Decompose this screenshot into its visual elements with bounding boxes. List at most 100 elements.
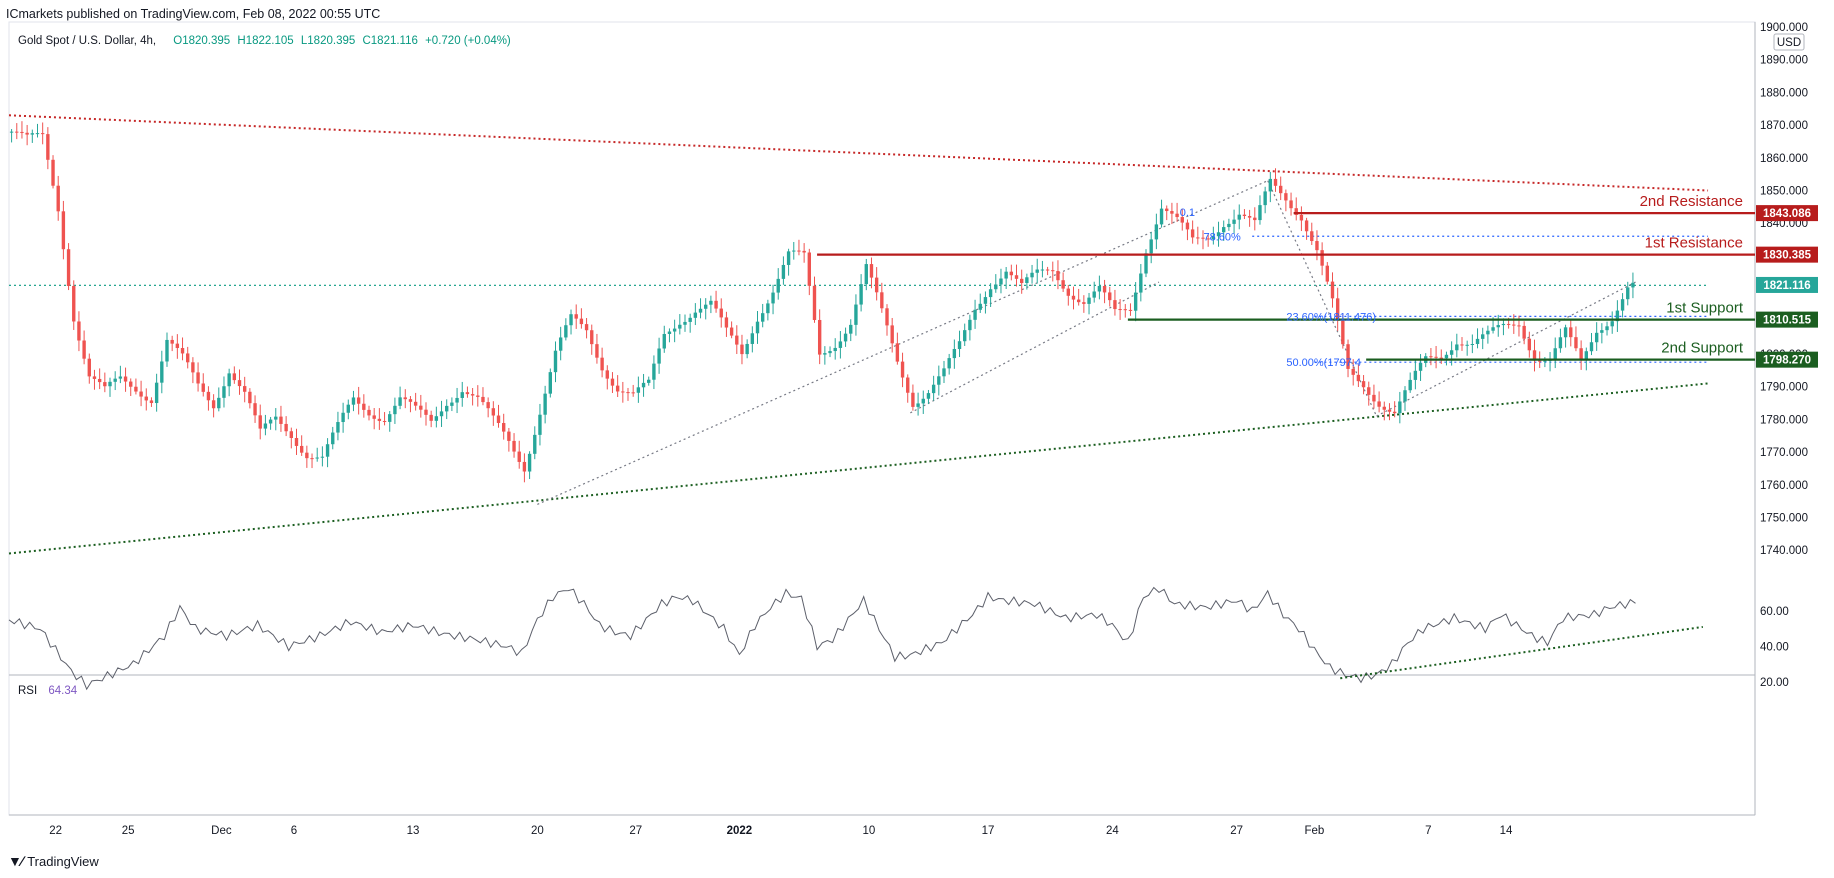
time-axis[interactable]: 22 25 Dec 6 13 20 27 2022 10 17 24 27 Feb 7 14 <box>49 825 1513 837</box>
candle-down <box>740 344 744 355</box>
candle-up <box>351 397 356 405</box>
candle-up <box>1594 332 1599 343</box>
symbol-legend: Gold Spot / U.S. Dollar, 4h, O1820.395 H… <box>18 35 515 47</box>
candle-down <box>1392 411 1397 414</box>
candle-down <box>123 376 128 382</box>
candle-down <box>25 132 29 135</box>
candle-up <box>527 453 532 472</box>
candle-up <box>558 337 563 351</box>
candle-up <box>854 304 858 325</box>
candle-down <box>1506 323 1511 325</box>
candle-down <box>1341 320 1345 345</box>
candle-up <box>1025 277 1029 284</box>
rsi-pane: 60.00 40.00 20.00 <box>8 586 1789 691</box>
candle-down <box>517 451 521 462</box>
candle-up <box>1449 350 1454 355</box>
candle-down <box>1517 325 1521 327</box>
candle-down <box>1372 394 1376 402</box>
last-price-label: 1821.116 <box>1763 280 1810 292</box>
symbol-name[interactable]: Gold Spot / U.S. Dollar, 4h, <box>18 35 157 47</box>
candle-down <box>211 400 216 409</box>
descending-trendline <box>8 114 1709 192</box>
candle-up <box>1496 325 1500 328</box>
candle-up <box>693 312 698 318</box>
time-tick-label: 25 <box>122 825 135 837</box>
price-tick-label: 1760.000 <box>1760 480 1808 492</box>
currency-label: USD <box>1777 37 1801 49</box>
time-tick-label: 13 <box>407 825 420 837</box>
candle-down <box>595 344 599 358</box>
candle-up <box>1563 327 1568 338</box>
candle-down <box>289 431 293 438</box>
rsi-value: 64.34 <box>48 685 77 697</box>
candle-down <box>40 133 45 135</box>
fib-level-label: 50.00%(1797.4 <box>1286 357 1361 369</box>
candle-down <box>103 382 107 387</box>
candle-down <box>175 343 180 349</box>
candle-up <box>1610 321 1614 327</box>
candle-up <box>657 348 661 364</box>
candle-up <box>160 361 164 383</box>
rsi-line <box>8 586 1636 691</box>
candle-up <box>781 264 786 279</box>
candle-up <box>1149 239 1153 254</box>
candle-down <box>1061 280 1065 289</box>
candle-up <box>346 404 350 413</box>
candle-up <box>341 412 345 423</box>
candle-up <box>937 376 941 385</box>
candle-down <box>92 376 97 379</box>
candle-down <box>1289 200 1293 209</box>
candle-down <box>149 400 154 404</box>
time-tick-label: 2022 <box>727 825 753 837</box>
level-price-badge <box>1756 205 1818 222</box>
candle-down <box>139 391 143 397</box>
candle-down <box>714 300 718 309</box>
level-price-badge <box>1756 351 1818 368</box>
candle-up <box>455 397 459 403</box>
candle-up <box>227 373 231 387</box>
candle-down <box>1351 368 1355 375</box>
candle-up <box>678 324 682 329</box>
candle-down <box>1051 270 1055 272</box>
footer-brand[interactable]: ▼∕ TradingView <box>8 853 99 869</box>
candle-down <box>1185 222 1190 230</box>
candle-down <box>186 353 190 363</box>
candle-down <box>1279 185 1283 194</box>
candle-up <box>1589 342 1594 352</box>
candle-up <box>165 339 169 362</box>
candle-up <box>745 343 749 355</box>
candle-down <box>1439 357 1443 359</box>
rsi-legend-title: RSI 64.34 <box>18 685 78 697</box>
candle-up <box>336 422 340 433</box>
time-tick-label: 24 <box>1106 825 1119 837</box>
open-value: O1820.395 <box>173 35 231 47</box>
currency-badge[interactable] <box>1773 33 1805 51</box>
candle-up <box>1491 327 1495 331</box>
candle-up <box>434 416 439 421</box>
candle-down <box>481 396 485 403</box>
candle-down <box>46 134 50 160</box>
candle-up <box>1631 282 1635 288</box>
candle-up <box>108 381 112 387</box>
candle-up <box>973 309 977 320</box>
candle-down <box>1108 292 1112 301</box>
candle-down <box>802 250 806 253</box>
candle-down <box>15 131 19 133</box>
candle-down <box>424 409 428 415</box>
candle-up <box>652 363 656 380</box>
candle-down <box>129 381 133 387</box>
candle-up <box>755 321 760 334</box>
candle-up <box>942 368 946 377</box>
candle-up <box>636 387 641 393</box>
candle-down <box>1434 356 1438 358</box>
level-price-label: 1810.515 <box>1763 315 1812 327</box>
fib-partial-label: 0.1 <box>1180 207 1195 219</box>
candle-down <box>1367 387 1371 395</box>
candle-up <box>1398 401 1402 414</box>
level-annotation: 1st Support <box>1666 300 1744 317</box>
candle-down <box>900 361 905 378</box>
candle-down <box>812 285 817 320</box>
candle-up <box>1216 232 1221 237</box>
candle-down <box>253 403 257 416</box>
